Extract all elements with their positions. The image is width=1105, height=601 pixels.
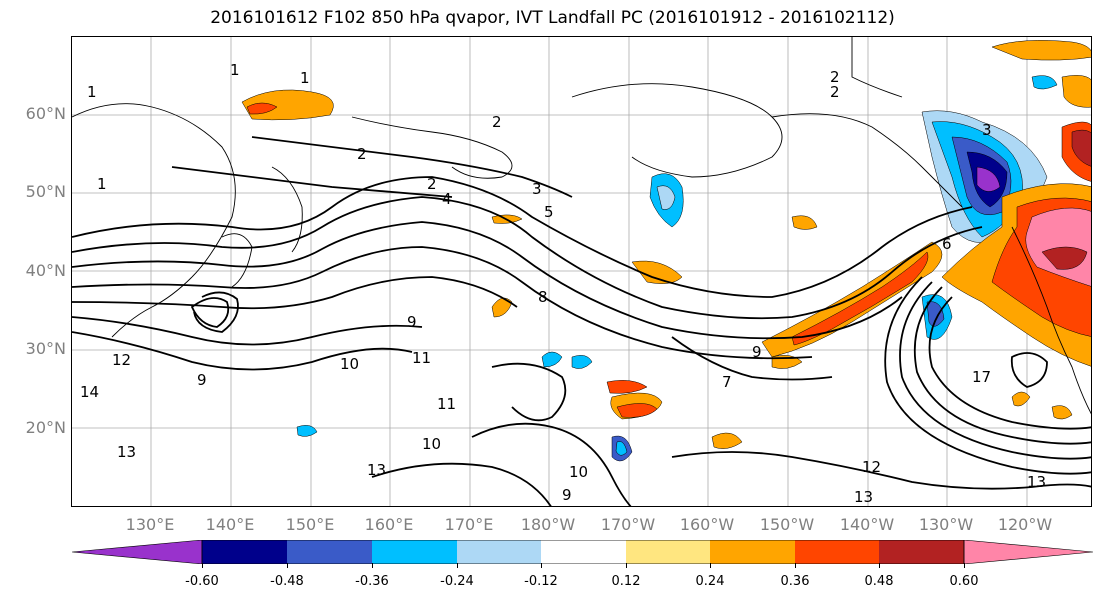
contour-label: 9 bbox=[562, 486, 572, 504]
lat-label: 60°N bbox=[25, 104, 66, 123]
contour-label: 2 bbox=[830, 68, 840, 86]
qvapor-shading bbox=[241, 40, 1091, 462]
lon-label: 170°E bbox=[444, 515, 494, 534]
contour-label: 2 bbox=[492, 113, 502, 131]
lon-label: 160°W bbox=[679, 515, 735, 534]
contour-label: 1 bbox=[300, 69, 310, 87]
contour-label: 7 bbox=[722, 373, 732, 391]
lon-label: 130°E bbox=[125, 515, 175, 534]
contour-label: 10 bbox=[569, 463, 588, 481]
contour-label: 5 bbox=[544, 203, 554, 221]
contour-label: 8 bbox=[538, 288, 548, 306]
contour-label: 13 bbox=[367, 461, 386, 479]
contour-label: 10 bbox=[340, 355, 359, 373]
contour-labels: 1 1 1 1 2 2 2 2 2 3 3 4 5 6 7 8 9 9 9 10… bbox=[80, 61, 1046, 506]
colorbar-tick-label: 0.12 bbox=[611, 574, 641, 589]
contour-label: 2 bbox=[830, 83, 840, 101]
contour-label: 6 bbox=[942, 235, 952, 253]
contour-label: 17 bbox=[972, 368, 991, 386]
lat-label: 50°N bbox=[25, 182, 66, 201]
colorbar-tick-label: -0.48 bbox=[270, 574, 304, 589]
ivt-contours bbox=[72, 136, 1091, 506]
colorbar-swatch bbox=[626, 540, 710, 564]
contour-label: 13 bbox=[854, 488, 873, 506]
colorbar-swatch bbox=[710, 540, 795, 564]
contour-label: 12 bbox=[112, 351, 131, 369]
colorbar-tick-label: 0.60 bbox=[949, 574, 979, 589]
colorbar-tick-label: -0.12 bbox=[524, 574, 558, 589]
contour-label: 1 bbox=[97, 175, 107, 193]
contour-label: 2 bbox=[427, 175, 437, 193]
colorbar-tick-label: 0.48 bbox=[864, 574, 894, 589]
contour-label: 2 bbox=[357, 145, 367, 163]
contour-label: 13 bbox=[1027, 473, 1046, 491]
colorbar-tick-label: -0.24 bbox=[440, 574, 474, 589]
colorbar-swatch bbox=[879, 540, 964, 564]
colorbar-swatch bbox=[541, 540, 626, 564]
graticule bbox=[72, 37, 1091, 506]
colorbar-swatch bbox=[795, 540, 879, 564]
contour-label: 11 bbox=[412, 349, 431, 367]
colorbar-tick-label: -0.36 bbox=[355, 574, 389, 589]
map-canvas: 1 1 1 1 2 2 2 2 2 3 3 4 5 6 7 8 9 9 9 10… bbox=[72, 37, 1091, 506]
contour-label: 1 bbox=[230, 61, 240, 79]
contour-label: 9 bbox=[197, 371, 207, 389]
colorbar-swatch bbox=[287, 540, 372, 564]
contour-label: 4 bbox=[442, 190, 452, 208]
contour-label: 9 bbox=[407, 313, 417, 331]
colorbar-swatch bbox=[202, 540, 287, 564]
contour-label: 3 bbox=[982, 121, 992, 139]
lat-label: 20°N bbox=[25, 418, 66, 437]
colorbar-extend-max bbox=[963, 540, 1094, 564]
colorbar-swatch bbox=[457, 540, 541, 564]
contour-label: 10 bbox=[422, 435, 441, 453]
coastlines bbox=[72, 37, 1091, 415]
contour-label: 14 bbox=[80, 383, 99, 401]
lon-label: 180°W bbox=[520, 515, 576, 534]
contour-label: 11 bbox=[437, 395, 456, 413]
contour-label: 3 bbox=[532, 180, 542, 198]
lat-label: 30°N bbox=[25, 339, 66, 358]
contour-label: 1 bbox=[87, 83, 97, 101]
lon-label: 140°E bbox=[205, 515, 255, 534]
lon-label: 150°W bbox=[759, 515, 815, 534]
colorbar-swatch bbox=[372, 540, 457, 564]
contour-label: 13 bbox=[117, 443, 136, 461]
map-plot-area: 1 1 1 1 2 2 2 2 2 3 3 4 5 6 7 8 9 9 9 10… bbox=[71, 36, 1092, 507]
contour-label: 12 bbox=[862, 458, 881, 476]
lon-label: 150°E bbox=[285, 515, 335, 534]
lon-label: 120°W bbox=[997, 515, 1053, 534]
colorbar-tick-label: -0.60 bbox=[185, 574, 219, 589]
lon-label: 130°W bbox=[918, 515, 974, 534]
lat-label: 40°N bbox=[25, 261, 66, 280]
map-title: 2016101612 F102 850 hPa qvapor, IVT Land… bbox=[210, 8, 895, 28]
colorbar-extend-min bbox=[72, 540, 203, 564]
colorbar-tick-label: 0.36 bbox=[780, 574, 810, 589]
lon-label: 170°W bbox=[600, 515, 656, 534]
lon-label: 160°E bbox=[364, 515, 414, 534]
lon-label: 140°W bbox=[839, 515, 895, 534]
colorbar-tick-label: 0.24 bbox=[695, 574, 725, 589]
contour-label: 9 bbox=[752, 343, 762, 361]
colorbar bbox=[72, 540, 1094, 564]
